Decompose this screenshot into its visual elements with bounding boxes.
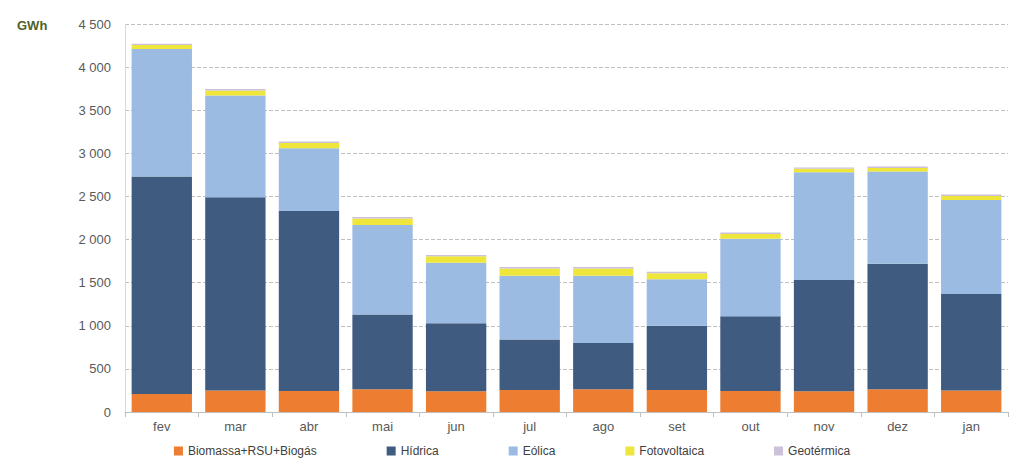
- svg-text:mar: mar: [224, 419, 247, 434]
- svg-text:3 500: 3 500: [78, 103, 111, 118]
- svg-text:Fotovoltaica: Fotovoltaica: [639, 444, 704, 458]
- svg-text:jul: jul: [522, 419, 536, 434]
- svg-text:nov: nov: [814, 419, 835, 434]
- svg-text:jan: jan: [962, 419, 980, 434]
- svg-text:4 500: 4 500: [78, 17, 111, 32]
- svg-text:abr: abr: [300, 419, 319, 434]
- svg-text:ago: ago: [592, 419, 614, 434]
- svg-text:fev: fev: [153, 419, 171, 434]
- svg-text:dez: dez: [887, 419, 908, 434]
- svg-text:500: 500: [89, 361, 111, 376]
- svg-text:Eólica: Eólica: [523, 444, 556, 458]
- svg-text:mai: mai: [372, 419, 393, 434]
- svg-text:set: set: [668, 419, 686, 434]
- svg-text:Geotérmica: Geotérmica: [788, 444, 850, 458]
- svg-text:2 500: 2 500: [78, 189, 111, 204]
- svg-text:out: out: [741, 419, 759, 434]
- svg-text:4 000: 4 000: [78, 60, 111, 75]
- svg-text:Hídrica: Hídrica: [401, 444, 439, 458]
- svg-text:0: 0: [104, 405, 111, 420]
- svg-text:1 000: 1 000: [78, 318, 111, 333]
- svg-text:3 000: 3 000: [78, 146, 111, 161]
- svg-text:1 500: 1 500: [78, 275, 111, 290]
- svg-text:2 000: 2 000: [78, 232, 111, 247]
- svg-text:jun: jun: [446, 419, 464, 434]
- svg-text:GWh: GWh: [17, 18, 47, 33]
- svg-text:Biomassa+RSU+Biogás: Biomassa+RSU+Biogás: [188, 444, 317, 458]
